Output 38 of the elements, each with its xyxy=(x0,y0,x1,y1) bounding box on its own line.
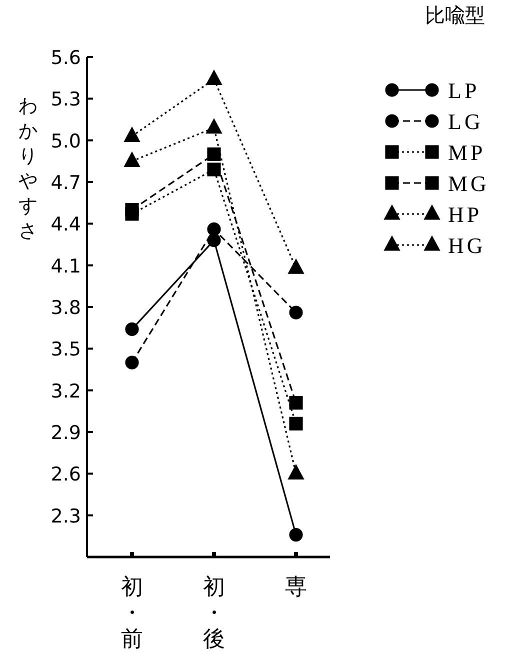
point xyxy=(125,356,139,370)
y-tick-label: 2.6 xyxy=(50,464,81,486)
point xyxy=(125,202,139,217)
legend-label: MP xyxy=(448,140,486,165)
point xyxy=(124,127,140,142)
y-axis-title: わかりやすさ xyxy=(18,95,38,242)
legend-label: MG xyxy=(448,171,490,196)
point xyxy=(206,70,222,86)
point xyxy=(289,306,303,320)
point xyxy=(289,528,303,542)
y-tick-label: 4.7 xyxy=(50,172,81,194)
point xyxy=(124,152,140,167)
point xyxy=(206,119,222,134)
legend-label: LP xyxy=(448,78,480,103)
point xyxy=(288,259,304,274)
y-tick-label: 5.6 xyxy=(50,47,81,69)
y-tick-label: 2.3 xyxy=(50,505,81,528)
point xyxy=(207,147,221,162)
y-tick-label: 3.2 xyxy=(50,380,81,402)
y-tick-label: 5.3 xyxy=(50,88,81,111)
y-tick-label: 2.9 xyxy=(50,422,81,444)
point xyxy=(207,162,221,176)
legend-label: HP xyxy=(448,202,482,227)
x-tick-label: 専 xyxy=(285,575,307,600)
point xyxy=(207,222,221,236)
y-tick-label: 4.1 xyxy=(50,255,81,278)
y-tick-label: 4.4 xyxy=(50,214,81,236)
legend-title: 比喩型 xyxy=(425,3,485,27)
point xyxy=(289,396,303,410)
x-tick-label: 初・後 xyxy=(203,575,225,652)
point xyxy=(125,322,139,336)
y-tick-label: 3.5 xyxy=(50,338,81,361)
x-tick-label: 初・前 xyxy=(121,575,143,652)
y-tick-label: 3.8 xyxy=(50,297,81,319)
legend-label: LG xyxy=(448,109,484,134)
y-tick-label: 5.0 xyxy=(50,130,81,152)
point xyxy=(289,416,303,430)
legend-label: HG xyxy=(448,233,486,258)
